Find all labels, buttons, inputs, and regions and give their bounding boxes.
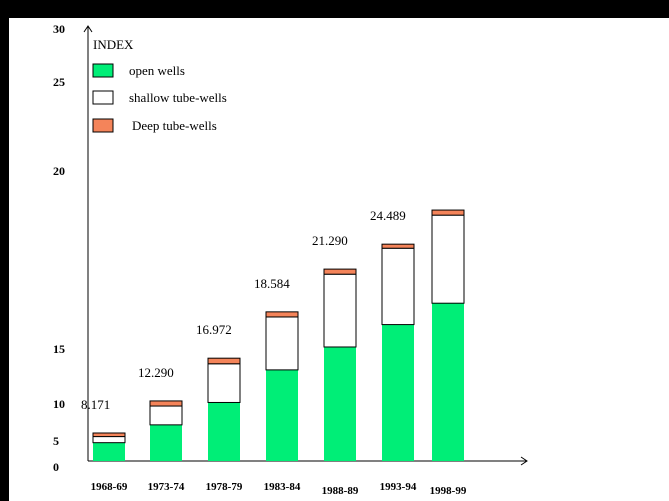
bar-segment-deep-tube-wells: [149, 400, 183, 407]
legend-swatch: [92, 90, 114, 105]
bars: [92, 209, 465, 461]
x-tick-label: 1993-94: [380, 481, 417, 493]
bar-segment-open-wells: [93, 442, 125, 461]
bar-segment-deep-tube-wells: [92, 432, 126, 438]
bar-segment-deep-tube-wells: [265, 311, 299, 318]
x-tick-label: 1968-69: [91, 481, 128, 493]
y-tick-label: 20: [53, 164, 65, 178]
bar-segment-open-wells: [324, 346, 356, 461]
legend-label: open wells: [129, 63, 185, 78]
labels: 1968-69 8.171 1973-74 12.290 1978-79 16.972 19…: [81, 208, 467, 497]
y-tick-label: 15: [53, 342, 65, 356]
bar-segment-deep-tube-wells: [431, 209, 465, 216]
bar-segment-shallow-tube-wells: [149, 405, 183, 426]
legend-swatch: [92, 63, 114, 78]
total-label: 24.489: [370, 208, 406, 223]
bar-segment-open-wells: [208, 402, 240, 461]
bar-segment-shallow-tube-wells: [207, 363, 241, 403]
y-tick-label: 5: [53, 434, 59, 448]
total-label: 21.290: [312, 233, 348, 248]
x-axis-arrow: [520, 456, 528, 466]
bar-segment-open-wells: [266, 369, 298, 461]
bar-segment-shallow-tube-wells: [265, 316, 299, 371]
total-label: 18.584: [254, 276, 290, 291]
bar-segment-shallow-tube-wells: [92, 436, 126, 444]
y-tick-label: 10: [53, 397, 65, 411]
legend-swatch: [92, 118, 114, 133]
x-tick-label: 1973-74: [148, 481, 185, 493]
bar-segment-deep-tube-wells: [207, 357, 241, 365]
bar-segment-shallow-tube-wells: [381, 247, 415, 326]
bar-segment-shallow-tube-wells: [431, 214, 465, 304]
x-tick-label: 1998-99: [430, 485, 467, 497]
bar-segment-open-wells: [150, 424, 182, 461]
x-tick-label: 1978-79: [206, 481, 243, 493]
bar-segment-deep-tube-wells: [381, 243, 415, 249]
y-axis-arrow: [83, 25, 93, 33]
legend-title: INDEX: [93, 37, 134, 52]
total-label: 12.290: [138, 365, 174, 380]
y-tick-label: 30: [53, 22, 65, 36]
total-label: 8.171: [81, 397, 110, 412]
legend-label: Deep tube-wells: [132, 118, 217, 133]
chart-frame: 0 5 10 15 20 25 30 1968-69 8.171 1973-74 12.290 19…: [9, 18, 669, 501]
total-label: 16.972: [196, 322, 232, 337]
bar-segment-deep-tube-wells: [323, 268, 357, 275]
y-tick-label: 25: [53, 75, 65, 89]
bar-segment-shallow-tube-wells: [323, 273, 357, 348]
x-tick-label: 1983-84: [264, 481, 301, 493]
legend-label: shallow tube-wells: [129, 90, 227, 105]
y-tick-label: 0: [53, 460, 59, 474]
x-tick-label: 1988-89: [322, 485, 359, 497]
legend: INDEX open wells shallow tube-wells Deep tu…: [92, 37, 227, 133]
bar-segment-open-wells: [432, 303, 464, 461]
bar-segment-open-wells: [382, 324, 414, 461]
